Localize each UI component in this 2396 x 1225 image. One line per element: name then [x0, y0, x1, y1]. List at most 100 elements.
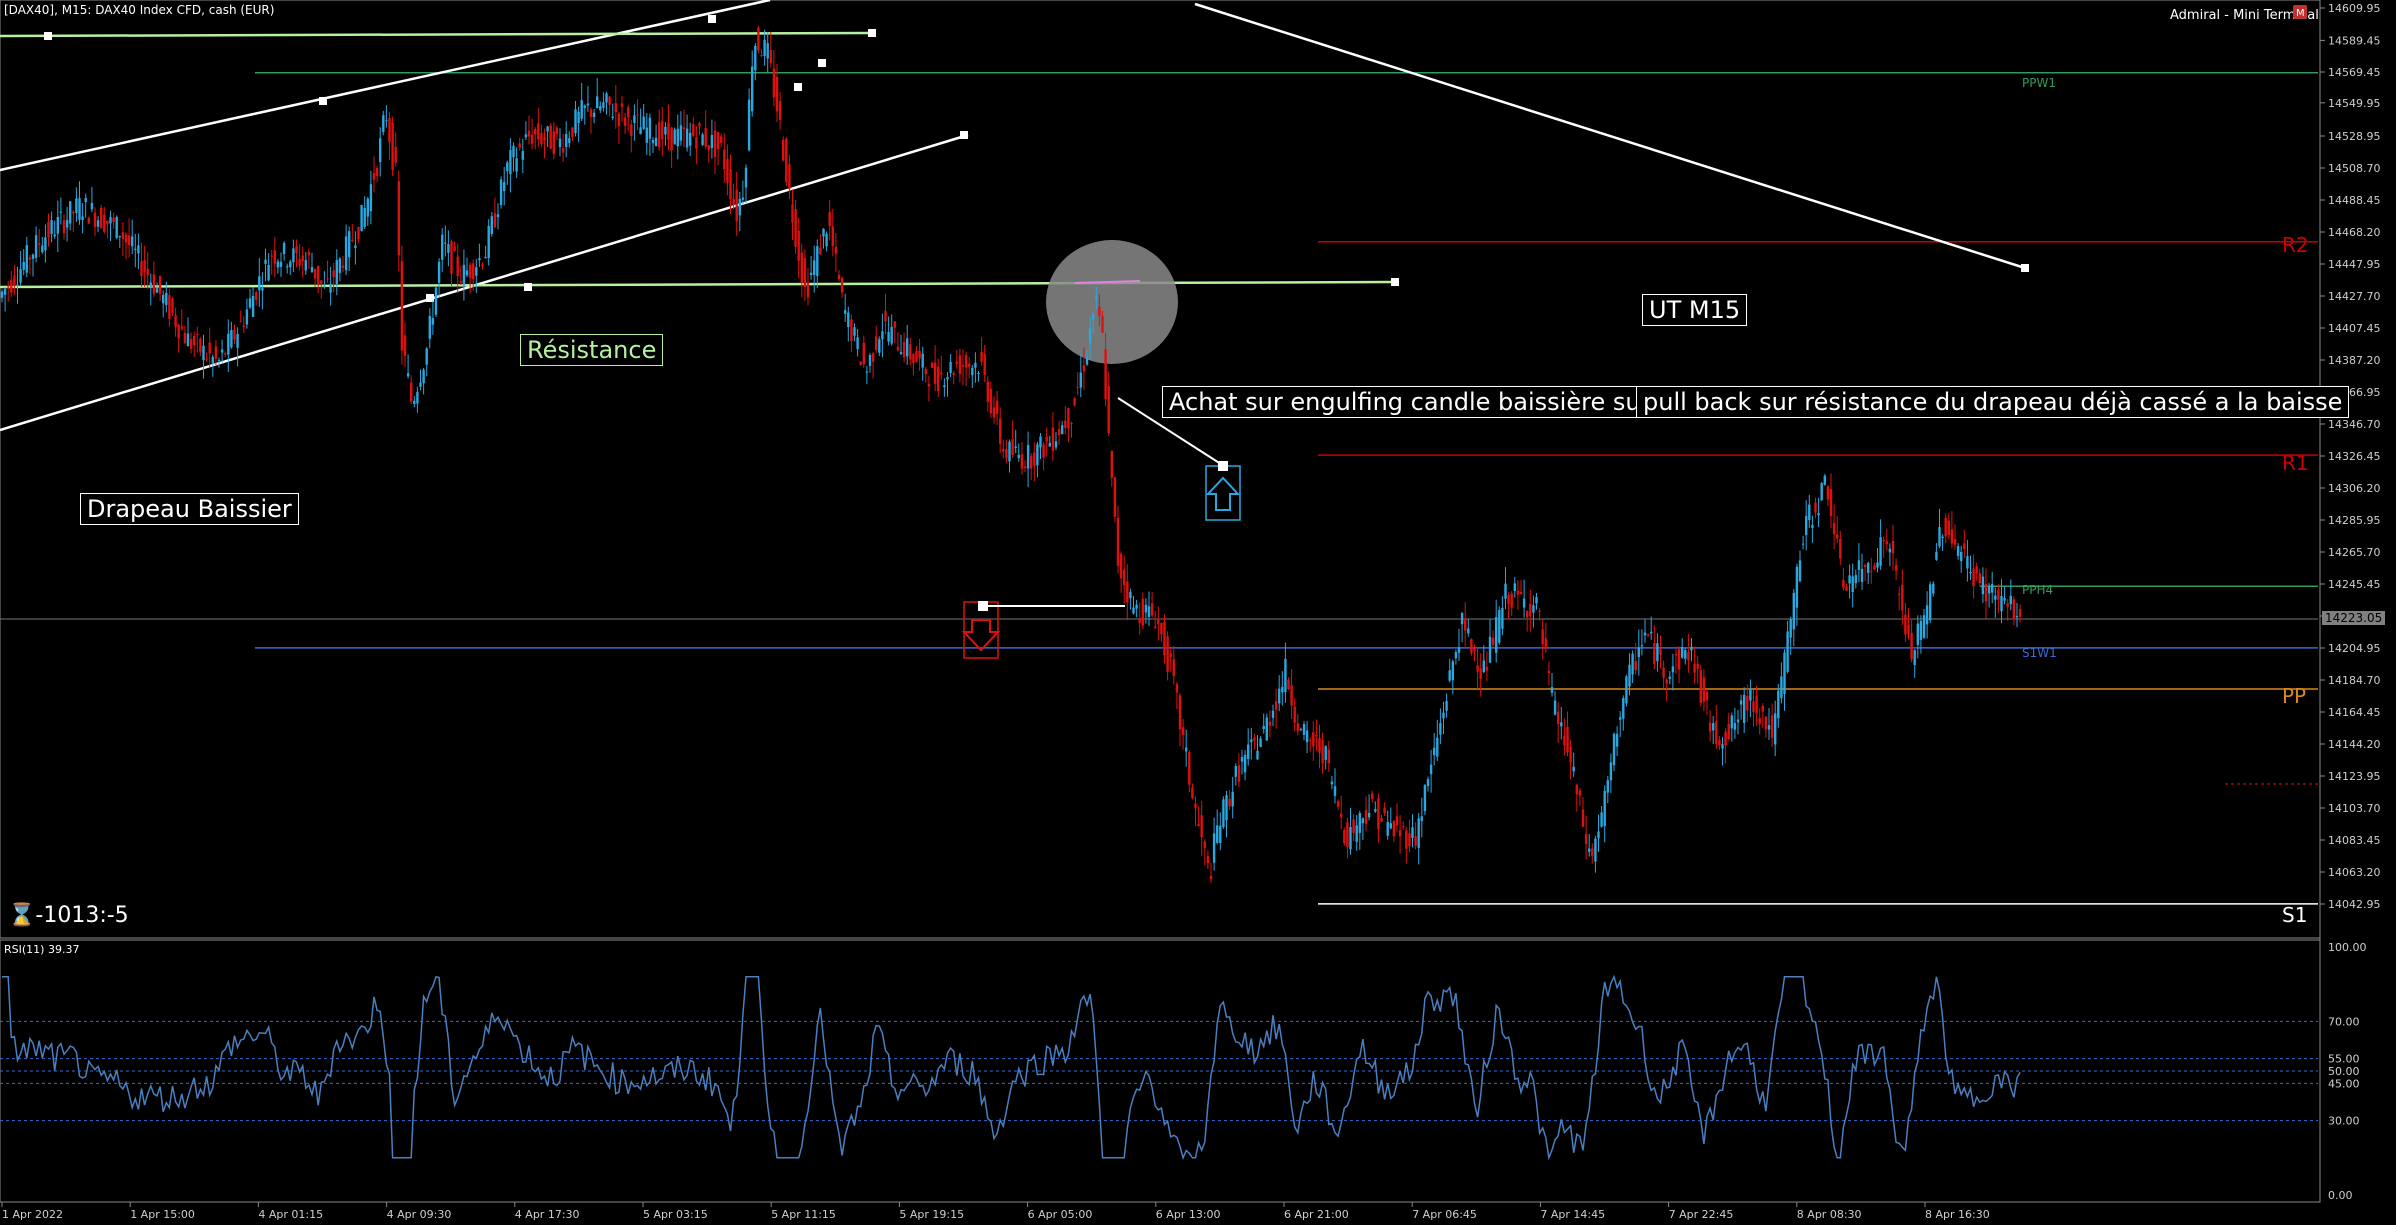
time-tick-label: 1 Apr 15:00	[130, 1208, 195, 1221]
candle-body	[1702, 677, 1706, 702]
candle-body	[1671, 666, 1675, 673]
candle-body	[974, 362, 977, 368]
resistance-label[interactable]: Résistance	[520, 334, 664, 366]
candle-body	[1014, 446, 1017, 448]
time-tick-label: 5 Apr 11:15	[771, 1208, 836, 1221]
trendlines[interactable]	[0, 0, 2029, 659]
candle-body	[1560, 722, 1563, 727]
price-tick-label: 14387.20	[2328, 354, 2381, 367]
candle-body	[50, 220, 53, 234]
time-tick-label: 5 Apr 03:15	[643, 1208, 708, 1221]
achat-label-part1[interactable]: Achat sur engulfing candle baissière sui…	[1162, 386, 1701, 418]
pink-marker	[1074, 280, 1141, 284]
rsi-tick-label: 100.00	[2328, 941, 2367, 954]
candle-body	[614, 103, 617, 113]
rsi-title: RSI(11) 39.37	[4, 943, 80, 956]
candle-body	[1519, 591, 1523, 594]
candle-body	[56, 216, 59, 234]
candle-body	[782, 139, 785, 161]
candle-body	[1417, 818, 1420, 848]
rsi-tick-label: 45.00	[2328, 1077, 2360, 1090]
trendline	[0, 133, 969, 432]
candle-body	[543, 137, 546, 141]
candle-body	[952, 373, 955, 376]
candle-body	[704, 128, 707, 147]
achat-label-part2[interactable]: pull back sur résistance du drapeau déjà…	[1636, 386, 2350, 418]
terminal-label[interactable]: Admiral - Mini Terminal	[2170, 8, 2319, 23]
candle-body	[103, 214, 106, 232]
candle-body	[292, 248, 295, 263]
candle-body	[1953, 539, 1957, 545]
ut-m15-label[interactable]: UT M15	[1642, 294, 1748, 326]
candle-body	[180, 326, 183, 329]
candle-body	[186, 333, 190, 347]
candlesticks	[0, 25, 2022, 883]
candle-body	[1237, 765, 1241, 782]
candle-body	[93, 212, 97, 228]
candle-body	[1522, 598, 1526, 608]
candle-body	[1628, 664, 1631, 687]
candle-body	[1588, 848, 1591, 852]
candle-body	[512, 145, 515, 158]
candle-body	[261, 288, 264, 291]
candle-body	[986, 381, 989, 402]
candle-body	[893, 321, 896, 328]
candle-body	[127, 235, 131, 245]
drapeau-baissier-label[interactable]: Drapeau Baissier	[80, 493, 299, 525]
candle-body	[1553, 700, 1557, 715]
candle-body	[233, 329, 236, 340]
candle-body	[1662, 667, 1665, 678]
candle-body	[534, 128, 537, 135]
candle-body	[1470, 639, 1473, 654]
candle-body	[735, 189, 738, 222]
candle-body	[971, 367, 974, 376]
candle-body	[1705, 691, 1709, 701]
candle-body	[1904, 614, 1907, 635]
candle-body	[1067, 408, 1070, 429]
candle-body	[375, 168, 379, 177]
candle-body	[509, 150, 512, 175]
candle-body	[1036, 444, 1039, 466]
candle-body	[1491, 637, 1495, 645]
candle-body	[1947, 520, 1950, 536]
line-handle	[818, 59, 826, 67]
candle-body	[34, 235, 38, 258]
candle-body	[769, 50, 772, 64]
candle-body	[112, 217, 115, 222]
candle-body	[791, 204, 794, 223]
candle-body	[992, 407, 996, 418]
candle-body	[1411, 827, 1414, 838]
rsi-tick-label: 30.00	[2328, 1115, 2360, 1128]
candle-body	[682, 127, 686, 130]
candle-body	[738, 198, 741, 216]
candle-body	[1271, 710, 1275, 718]
candle-body	[162, 294, 165, 304]
candle-body	[1867, 562, 1870, 573]
candle-body	[701, 134, 704, 145]
candle-body	[273, 250, 276, 264]
buy-arrow-icon	[1205, 476, 1241, 511]
current-price-badge: 14223.05	[2322, 611, 2386, 625]
candle-body	[1374, 809, 1377, 812]
candle-body	[1355, 825, 1358, 842]
candle-body	[143, 259, 146, 273]
candle-body	[639, 127, 642, 135]
candle-body	[1659, 649, 1662, 655]
candle-body	[1646, 634, 1650, 636]
candle-body	[28, 257, 32, 260]
terminal-icon[interactable]: M	[2292, 4, 2308, 20]
candle-body	[651, 139, 655, 144]
candle-body	[1504, 583, 1507, 599]
candle-body	[1002, 449, 1005, 452]
candle-body	[1336, 801, 1340, 807]
candle-body	[1501, 607, 1504, 629]
candle-body	[809, 272, 813, 275]
candle-body	[2003, 597, 2006, 601]
candle-body	[1203, 841, 1206, 848]
candle-body	[416, 391, 419, 404]
candle-body	[472, 263, 475, 280]
candle-body	[899, 352, 903, 355]
candle-body	[1513, 583, 1516, 592]
candle-body	[1361, 818, 1365, 824]
